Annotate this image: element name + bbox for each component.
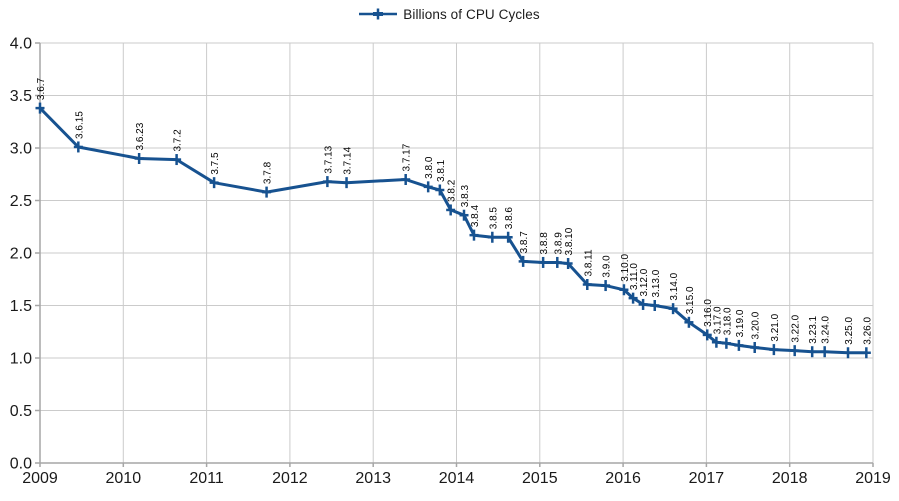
data-point-label: 3.22.0 <box>791 314 802 342</box>
x-axis-tick-label: 2018 <box>772 470 808 487</box>
data-point-label: 3.8.8 <box>539 232 550 255</box>
x-axis-tick-label: 2013 <box>355 470 391 487</box>
y-axis-tick-label: 2.5 <box>10 193 32 210</box>
data-point-label: 3.8.6 <box>504 207 515 230</box>
y-axis-tick-label: 3.5 <box>10 88 32 105</box>
data-point-label: 3.20.0 <box>751 311 762 339</box>
data-point-label: 3.6.7 <box>36 77 47 100</box>
x-axis-tick-label: 2010 <box>106 470 142 487</box>
x-axis-tick-label: 2015 <box>522 470 558 487</box>
data-point-label: 3.8.2 <box>447 179 458 202</box>
y-axis-tick-label: 2.0 <box>10 246 32 263</box>
y-axis-tick-label: 4.0 <box>10 36 32 53</box>
data-point-label: 3.13.0 <box>651 269 662 297</box>
data-point-label: 3.8.9 <box>553 232 564 255</box>
x-axis-tick-label: 2019 <box>855 470 891 487</box>
x-axis-tick-label: 2016 <box>605 470 641 487</box>
data-point-label: 3.25.0 <box>844 317 855 345</box>
data-point-label: 3.8.5 <box>488 207 499 230</box>
x-axis-tick-label: 2009 <box>22 470 58 487</box>
y-axis-tick-label: 1.0 <box>10 351 32 368</box>
data-point-label: 3.23.1 <box>808 315 819 343</box>
data-point-label: 3.26.0 <box>862 317 873 345</box>
x-axis-tick-label: 2014 <box>439 470 475 487</box>
data-point-label: 3.24.0 <box>821 315 832 343</box>
data-point-label: 3.12.0 <box>639 268 650 296</box>
data-point-label: 3.18.0 <box>722 307 733 335</box>
data-point-label: 3.8.4 <box>470 204 481 227</box>
data-point-label: 3.8.1 <box>436 159 447 182</box>
data-point-label: 3.19.0 <box>735 309 746 337</box>
data-point-label: 3.7.5 <box>210 152 221 175</box>
data-point-label: 3.7.14 <box>343 146 354 174</box>
data-point-label: 3.11.0 <box>629 263 640 290</box>
data-point-label: 3.7.2 <box>173 129 184 152</box>
data-point-label: 3.17.0 <box>712 306 723 334</box>
x-axis-tick-label: 2012 <box>272 470 308 487</box>
data-point-label: 3.8.0 <box>424 156 435 179</box>
data-point-label: 3.9.0 <box>602 255 613 278</box>
y-axis-tick-label: 0.5 <box>10 403 32 420</box>
data-point-label: 3.7.13 <box>323 145 334 173</box>
y-axis-tick-label: 3.0 <box>10 141 32 158</box>
data-point-label: 3.7.17 <box>402 143 413 171</box>
data-point-label: 3.8.7 <box>519 231 530 254</box>
data-point-label: 3.15.0 <box>685 286 696 314</box>
data-point-label: 3.7.8 <box>263 161 274 184</box>
data-point-label: 3.8.11 <box>583 249 594 276</box>
data-point-label: 3.10.0 <box>620 254 631 282</box>
data-point-label: 3.8.3 <box>460 185 471 208</box>
data-point-label: 3.16.0 <box>703 299 714 327</box>
data-point-label: 3.14.0 <box>669 272 680 300</box>
y-axis-tick-label: 1.5 <box>10 298 32 315</box>
x-axis-tick-label: 2017 <box>689 470 725 487</box>
data-point-label: 3.21.0 <box>770 313 781 341</box>
y-axis-tick-label: 0.0 <box>10 456 32 473</box>
data-point-label: 3.8.10 <box>564 227 575 255</box>
data-point-label: 3.6.15 <box>74 111 85 139</box>
data-point-label: 3.6.23 <box>135 122 146 150</box>
x-axis-tick-label: 2011 <box>189 470 224 487</box>
